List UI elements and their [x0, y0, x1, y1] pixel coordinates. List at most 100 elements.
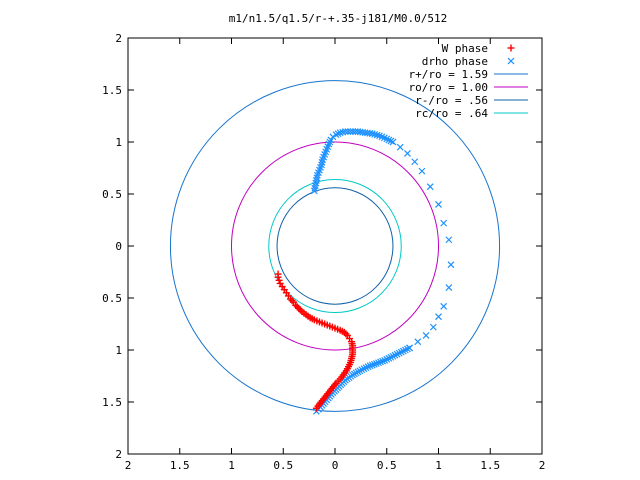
drho-phase-point — [391, 351, 399, 359]
drho-phase-point — [373, 131, 381, 139]
drho-phase-point — [310, 187, 318, 195]
chart-title: m1/n1.5/q1.5/r-+.35-j181/M0.0/512 — [229, 12, 448, 25]
drho-phase-point — [404, 345, 411, 353]
drho-phase-point — [401, 346, 409, 354]
drho-phase-point — [397, 348, 405, 356]
w-phase-point — [292, 301, 300, 309]
drho-phase-point — [327, 136, 335, 144]
drho-phase-point — [387, 137, 395, 145]
drho-phase-point — [426, 183, 434, 191]
drho-phase-point — [372, 360, 380, 367]
legend-label: drho phase — [422, 55, 488, 68]
x-tick-label: 2 — [125, 459, 132, 472]
circle-r-ro-1-59 — [169, 80, 501, 412]
w-phase-point — [312, 404, 320, 412]
drho-phase-point — [326, 138, 334, 146]
drho-phase-point — [395, 349, 403, 357]
w-phase-point — [286, 295, 294, 303]
w-phase-point — [340, 328, 348, 336]
drho-phase-point — [377, 358, 384, 366]
drho-phase-point — [411, 158, 419, 166]
drho-phase-point — [396, 143, 404, 151]
drho-phase-point — [368, 130, 376, 138]
drho-phase-point — [383, 355, 391, 363]
axis-ticks: 2 1.5 1 0.5 0 0.5 1 1.5 221.510.500.511.52 — [102, 32, 545, 472]
drho-phase-point — [313, 174, 321, 182]
drho-phase-point — [385, 136, 393, 144]
drho-phase-point — [422, 332, 430, 339]
drho-phase-point — [341, 128, 349, 136]
x-tick-label: 1 — [435, 459, 442, 472]
y-tick-label: 0 — [115, 240, 122, 253]
drho-phase-point — [445, 236, 453, 244]
drho-phase-point — [371, 130, 379, 138]
drho-phase-point — [440, 302, 448, 310]
drho-phase-point — [368, 361, 376, 369]
drho-phase-point — [366, 362, 374, 370]
circle-rc-ro-64 — [268, 178, 402, 314]
x-tick-label: 1.5 — [170, 459, 190, 472]
w-phase-point — [295, 304, 303, 312]
drho-phase-point — [312, 177, 320, 184]
drho-phase-point — [435, 200, 442, 208]
drho-phase-point — [387, 353, 395, 361]
drho-phase-point — [414, 338, 422, 346]
drho-phase-point — [507, 57, 515, 65]
drho-phase-point — [334, 130, 342, 138]
x-tick-label: 0 — [332, 459, 339, 472]
drho-phase-point — [318, 158, 326, 166]
drho-phase-point — [364, 363, 372, 371]
legend-label: ro/ro = 1.00 — [409, 81, 488, 94]
drho-phase-point — [435, 313, 442, 321]
drho-phase-point — [329, 133, 337, 141]
w-phase-point — [296, 306, 304, 314]
drho-phase-point — [445, 284, 453, 292]
drho-phase-point — [318, 161, 325, 169]
y-tick-label: 1 — [115, 136, 122, 149]
drho-phase-point — [360, 365, 368, 373]
legend-label: rc/ro = .64 — [415, 107, 488, 120]
drho-phase-point — [358, 366, 366, 374]
drho-phase-point — [440, 219, 448, 227]
y-tick-label: 0.5 — [102, 292, 122, 305]
drho-phase-point — [429, 323, 437, 331]
w-phase-point — [507, 44, 515, 52]
reference-circles — [169, 80, 501, 412]
y-tick-label: 1.5 — [102, 396, 122, 409]
y-tick-label: 2 — [115, 448, 122, 461]
drho-phase-point — [311, 184, 319, 192]
drho-phase-point — [325, 140, 333, 148]
drho-phase-point — [393, 350, 401, 358]
drho-phase-point — [404, 150, 411, 157]
drho-phase-point — [370, 360, 378, 368]
drho-phase-point — [379, 357, 387, 365]
x-tick-label: 2 — [539, 459, 546, 472]
x-tick-label: 1.5 — [480, 459, 500, 472]
w-phase-point — [342, 330, 350, 338]
circle-ro-ro-1-00 — [231, 141, 439, 351]
y-tick-label: 2 — [115, 32, 122, 45]
drho-phase-point — [311, 182, 319, 190]
drho-phase-point — [383, 135, 391, 143]
data-points — [274, 128, 455, 415]
drho-phase-point — [344, 128, 352, 136]
x-tick-label: 0.5 — [377, 459, 397, 472]
w-phase-point — [288, 297, 296, 305]
legend-label: r+/ro = 1.59 — [409, 68, 488, 81]
drho-phase-point — [381, 356, 389, 364]
y-tick-label: 0.5 — [102, 188, 122, 201]
x-tick-label: 0.5 — [273, 459, 293, 472]
drho-phase-point — [418, 167, 426, 175]
drho-phase-point — [336, 129, 344, 137]
y-tick-label: 1 — [115, 344, 122, 357]
x-tick-label: 1 — [228, 459, 235, 472]
w-phase-point — [293, 303, 301, 311]
circle-r-ro-56 — [276, 187, 394, 305]
y-tick-label: 1.5 — [102, 84, 122, 97]
legend-label: r-/ro = .56 — [415, 94, 488, 107]
drho-phase-point — [389, 352, 397, 360]
w-phase-point — [274, 273, 282, 281]
drho-phase-point — [385, 354, 393, 362]
drho-phase-point — [332, 131, 340, 139]
